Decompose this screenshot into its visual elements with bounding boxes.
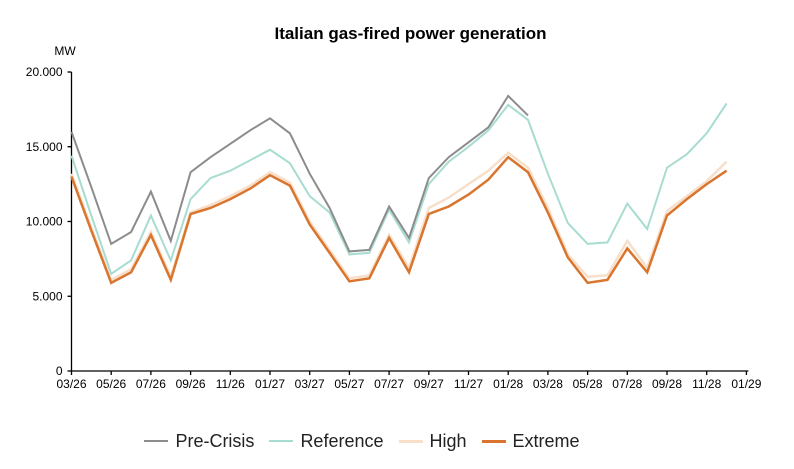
x-axis-tick-label: 07/28 [612, 377, 642, 391]
legend-line-swatch [144, 440, 169, 442]
x-axis-tick-label: 11/27 [454, 377, 483, 391]
legend-label: Pre-Crisis [175, 430, 255, 451]
x-axis-tick-label: 09/27 [414, 377, 444, 391]
y-axis-tick-label: 5.000 [32, 289, 62, 303]
y-axis-tick-label: 10.000 [26, 215, 63, 229]
x-axis-tick-label: 01/29 [731, 377, 761, 391]
y-axis-tick-label: 20.000 [26, 65, 63, 79]
x-axis-tick-label: 07/27 [374, 377, 404, 391]
chart-title: Italian gas-fired power generation [274, 24, 547, 43]
chart-legend: Pre-Crisis Reference High Extreme [0, 428, 724, 454]
x-axis-tick-label: 01/28 [493, 377, 523, 391]
x-axis-tick-label: 11/28 [692, 377, 721, 391]
legend-item-extreme: Extreme [481, 430, 580, 452]
y-axis-tick-label: 15.000 [26, 140, 63, 154]
legend-item-pre-crisis: Pre-Crisis [144, 431, 254, 452]
axis-lines [70, 72, 749, 372]
x-axis-tick-label: 09/26 [176, 377, 206, 391]
legend-label: Reference [300, 430, 384, 451]
x-axis-tick-label: 05/26 [96, 377, 126, 391]
legend-line-swatch [398, 439, 423, 443]
legend-item-reference: Reference [269, 430, 384, 452]
series-line-extreme [70, 155, 728, 285]
x-axis-tick-label: 03/26 [56, 377, 86, 391]
x-axis-tick-label: 05/28 [573, 377, 603, 391]
y-axis-tick-label: 0 [56, 364, 63, 378]
legend-label: Extreme [512, 430, 580, 451]
series-line-reference [70, 102, 728, 276]
series-line-high [70, 151, 728, 282]
legend-line-swatch [481, 439, 506, 443]
x-axis-tick-label: 07/26 [136, 377, 166, 391]
x-axis-tick-label: 05/27 [334, 377, 364, 391]
x-axis-tick-label: 03/28 [533, 377, 563, 391]
x-axis-tick-label: 01/27 [255, 377, 285, 391]
legend-line-swatch [269, 440, 294, 442]
legend-item-high: High [398, 430, 467, 452]
y-axis-unit-label: MW [54, 44, 76, 58]
x-axis-tick-label: 11/26 [216, 377, 245, 391]
series-line-pre-crisis [70, 94, 529, 253]
x-axis-tick-label: 03/27 [295, 377, 325, 391]
x-axis-tick-label: 09/28 [652, 377, 682, 391]
legend-label: High [429, 430, 467, 451]
